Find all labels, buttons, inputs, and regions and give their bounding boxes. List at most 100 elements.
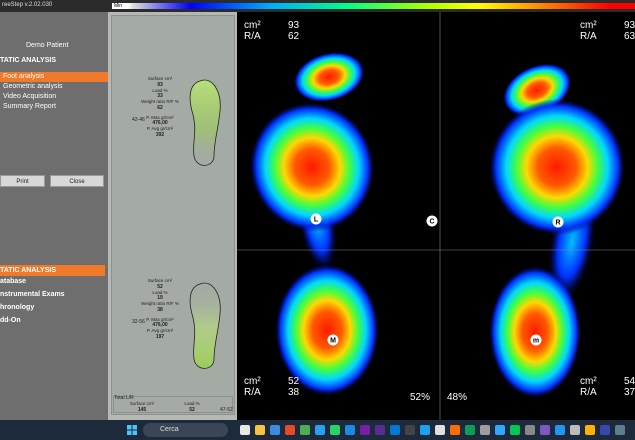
- taskbar-icon[interactable]: [420, 425, 430, 435]
- taskbar-icon[interactable]: [555, 425, 565, 435]
- stat-label: Surface cm²: [129, 401, 155, 406]
- stat-label: Load %: [152, 289, 168, 295]
- taskbar-icon[interactable]: [540, 425, 550, 435]
- marker-dot: [310, 213, 322, 225]
- taskbar-icon[interactable]: [375, 425, 385, 435]
- taskbar-icon[interactable]: [345, 425, 355, 435]
- taskbar-icon[interactable]: [510, 425, 520, 435]
- marker-label: M: [330, 338, 336, 345]
- button[interactable]: Print: [0, 175, 45, 187]
- taskbar-icon[interactable]: [465, 425, 475, 435]
- taskbar-icon[interactable]: [525, 425, 535, 435]
- taskbar-icon[interactable]: [390, 425, 400, 435]
- range-tag: 32-56: [132, 319, 145, 325]
- stat-label: Surface cm²: [147, 278, 173, 283]
- stat-label: Load %: [152, 87, 168, 93]
- area-value: 54: [624, 376, 635, 387]
- stat-label: P. Avg gr/cm²: [146, 328, 174, 333]
- area-label: cm²: [580, 376, 597, 387]
- ratio-label: R/A: [244, 31, 261, 42]
- taskbar-icon[interactable]: [495, 425, 505, 435]
- taskbar-icon[interactable]: [585, 425, 595, 435]
- nav-item[interactable]: TATIC ANALYSIS: [0, 265, 105, 276]
- nav-item[interactable]: dd-On: [0, 317, 21, 324]
- taskbar-icon[interactable]: [615, 425, 625, 435]
- menu-item[interactable]: Summary Report: [3, 103, 56, 110]
- stat-value: 93: [157, 81, 163, 88]
- foot-icon: [189, 282, 221, 369]
- window-title: reeStep v.2.02.030: [2, 2, 53, 8]
- marker-dot: [327, 334, 339, 346]
- heatmap: cm² 93 R/A 62 cm² 93 R/A 63 cm² 52 R/A 38 cm² 54 R/A 37…: [237, 12, 635, 420]
- taskbar-icon[interactable]: [480, 425, 490, 435]
- taskbar-icon[interactable]: [240, 425, 250, 435]
- ratio-label: R/A: [580, 31, 597, 42]
- foot-icon: [189, 79, 221, 166]
- menu-item[interactable]: Geometric analysis: [3, 83, 63, 90]
- ratio-value: 37: [624, 387, 635, 398]
- marker-label: m: [533, 338, 539, 345]
- heat-blobs: [249, 52, 625, 398]
- stat-value: 62: [157, 104, 163, 111]
- ratio-label: R/A: [244, 387, 261, 398]
- taskbar-icon[interactable]: [450, 425, 460, 435]
- stat-label: Weight ratio R/F %: [141, 301, 179, 306]
- total-title: Total L/R: [114, 395, 134, 401]
- stat-label: P. Max gr/cm²: [146, 114, 174, 120]
- stat-label: Weight ratio R/F %: [141, 99, 179, 104]
- marker-label: L: [314, 217, 319, 224]
- range-tag: 42-46: [132, 117, 145, 123]
- marker-dot: [552, 216, 564, 228]
- marker-label: R: [555, 220, 560, 227]
- nav-item[interactable]: nstrumental Exams: [0, 291, 65, 298]
- stat-value: 145: [137, 407, 147, 413]
- menu-item[interactable]: Video Acquisition: [3, 93, 57, 100]
- color-scale: [112, 3, 635, 9]
- menu-item[interactable]: Foot analysis: [0, 72, 108, 82]
- taskbar-icon[interactable]: [285, 425, 295, 435]
- search-box[interactable]: [143, 423, 228, 437]
- pressure-map: cm² 93 R/A 62 cm² 93 R/A 63 cm² 52 R/A 38 cm² 54 R/A 37…: [237, 12, 635, 420]
- marker-dot: [530, 334, 542, 346]
- taskbar-icon[interactable]: [330, 425, 340, 435]
- taskbar-icon[interactable]: [315, 425, 325, 435]
- sidebar: Demo Patient TATIC ANALYSIS Foot analysi…: [0, 12, 108, 420]
- taskbar-icon[interactable]: [600, 425, 610, 435]
- area-value: 93: [288, 20, 300, 31]
- stat-value: 19: [157, 295, 163, 301]
- total-box: [113, 396, 233, 413]
- taskbar-icon[interactable]: [360, 425, 370, 435]
- stat-value: 33: [157, 93, 163, 99]
- start-button[interactable]: [125, 423, 139, 437]
- stats-panel: Surface cm² 93 Load % 33 Weight ratio R/F % 6…: [108, 12, 237, 420]
- nav-item[interactable]: atabase: [0, 278, 27, 285]
- load-right: 48%: [447, 392, 467, 403]
- taskbar-icon[interactable]: [405, 425, 415, 435]
- area-value: 93: [624, 20, 635, 31]
- area-label: cm²: [580, 20, 597, 31]
- area-value: 52: [288, 376, 300, 387]
- area-label: cm²: [244, 20, 261, 31]
- taskbar-icon[interactable]: [270, 425, 280, 435]
- ratio-value: 38: [288, 387, 300, 398]
- stat-value: 392: [155, 131, 165, 138]
- search-text: Cerca: [160, 426, 179, 433]
- stats-inner: Surface cm² 93 Load % 33 Weight ratio R/F % 6…: [111, 15, 235, 415]
- stat-value: 476,00: [152, 322, 168, 328]
- button[interactable]: Close: [50, 175, 104, 187]
- stat-label: P. Avg gr/cm²: [146, 126, 174, 131]
- range-tag: 47-52: [220, 407, 233, 413]
- nav-item[interactable]: hronology: [0, 304, 35, 311]
- taskbar-icon[interactable]: [255, 425, 265, 435]
- stat-label: P. Max gr/cm²: [146, 316, 174, 322]
- scale-label: Min: [114, 3, 123, 9]
- taskbar-icon[interactable]: [300, 425, 310, 435]
- stat-label: Surface cm²: [147, 76, 173, 81]
- section-title: TATIC ANALYSIS: [0, 57, 57, 64]
- stat-value: 52: [189, 407, 195, 413]
- taskbar-icon[interactable]: [435, 425, 445, 435]
- taskbar-icon[interactable]: [570, 425, 580, 435]
- stat-value: 38: [157, 306, 163, 313]
- marker-label: C: [429, 219, 434, 226]
